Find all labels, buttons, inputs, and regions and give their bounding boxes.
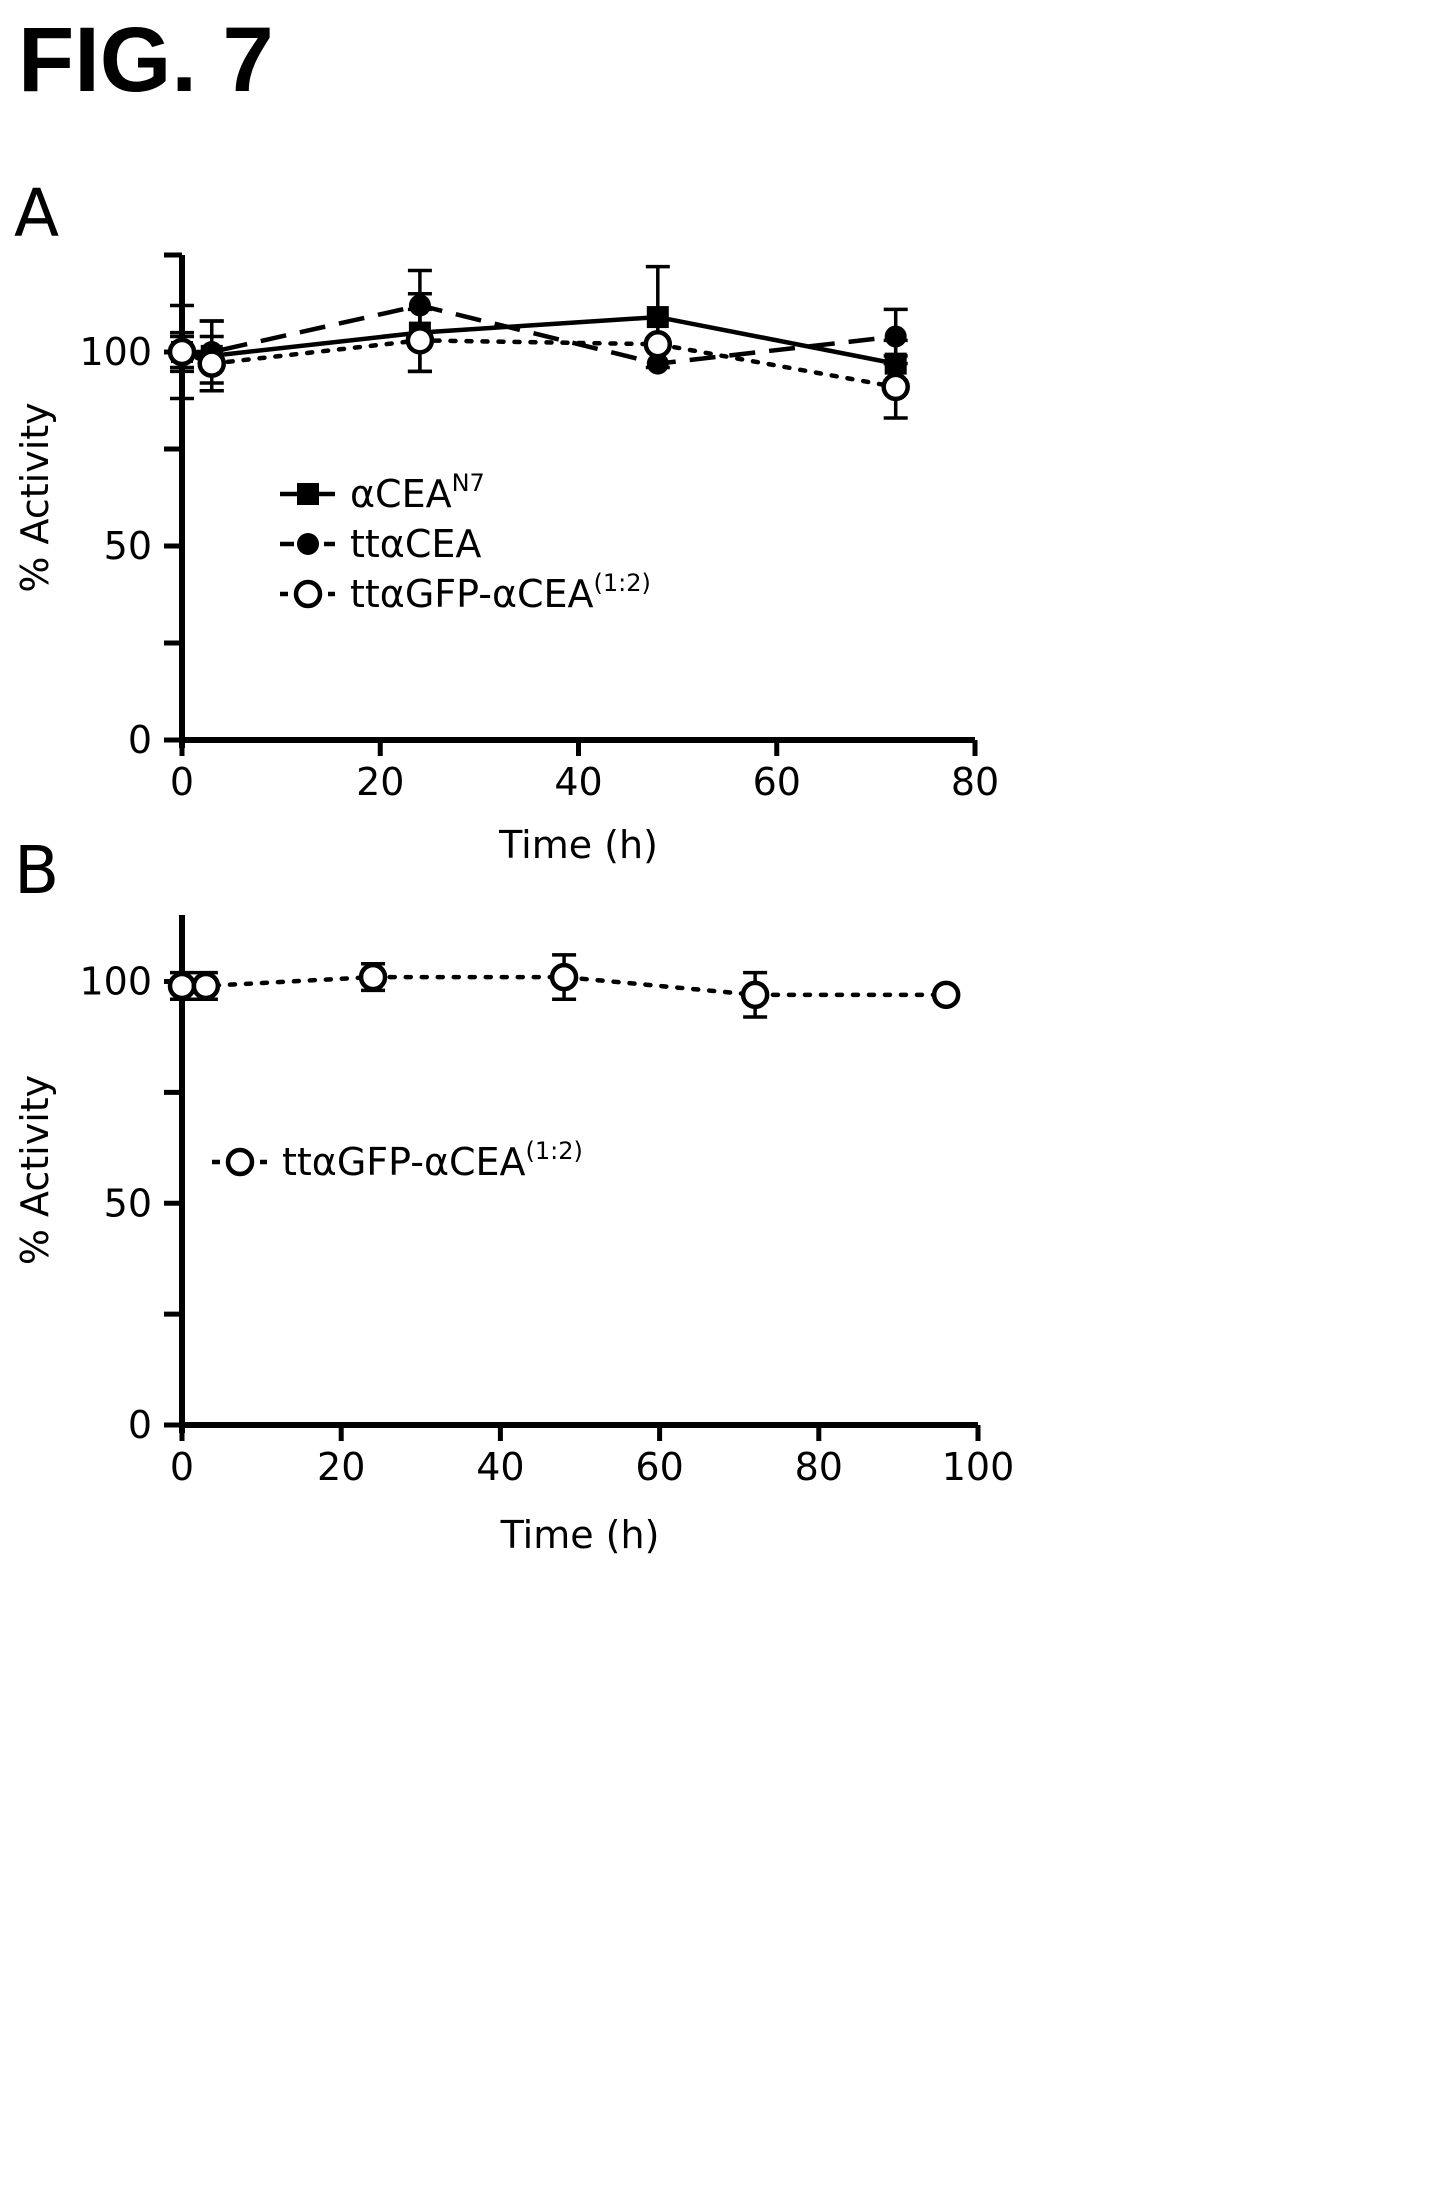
x-tick-label: 0	[170, 1445, 194, 1489]
x-tick-label: 100	[942, 1445, 1015, 1489]
y-tick-label: 100	[79, 960, 152, 1004]
marker-open-circle	[740, 980, 770, 1010]
legend-item: ttαCEA	[280, 522, 481, 566]
legend-item: ttαGFP-αCEA(1:2)	[212, 1137, 583, 1184]
marker-open-circle	[191, 971, 221, 1001]
marker-open-circle	[225, 1147, 255, 1177]
legend-label: ttαGFP-αCEA(1:2)	[350, 569, 651, 616]
marker-open-circle	[167, 971, 197, 1001]
y-tick-label: 50	[104, 524, 152, 568]
marker-open-circle	[293, 579, 323, 609]
series-line	[181, 314, 897, 366]
marker-open-circle	[881, 372, 910, 402]
legend-label: αCEAN7	[350, 469, 485, 516]
marker-open-circle	[643, 329, 673, 359]
legend-item: αCEAN7	[280, 469, 485, 516]
x-tick-label: 60	[635, 1445, 683, 1489]
series-line	[182, 303, 896, 366]
x-tick-label: 80	[951, 760, 999, 804]
x-tick-label: 0	[170, 760, 194, 804]
marker-open-circle	[167, 337, 197, 367]
marker-filled-circle	[646, 352, 669, 375]
marker-filled-circle	[884, 325, 907, 348]
panel-letter: B	[14, 832, 59, 909]
x-axis-label: Time (h)	[500, 1513, 660, 1557]
y-tick-label: 0	[128, 1403, 152, 1447]
marker-open-circle	[405, 326, 435, 355]
legend-item: ttαGFP-αCEA(1:2)	[280, 569, 651, 616]
x-tick-label: 40	[554, 760, 602, 804]
marker-filled-circle	[297, 533, 319, 555]
x-tick-label: 80	[795, 1445, 843, 1489]
legend-label: ttαCEA	[350, 522, 481, 566]
marker-open-circle	[358, 962, 388, 992]
panel-b-chart: B 0 50 100 0 20 40 60 80 100 Time (h) % Activity ttα…	[13, 832, 1014, 1557]
marker-open-circle	[931, 980, 961, 1010]
y-axis-label: % Activity	[13, 402, 57, 592]
panel-a-chart: A 0 50 100 0 20 40 60 80 Time (h) % Activity αCEAN7…	[13, 175, 999, 867]
x-tick-label: 40	[476, 1445, 524, 1489]
series-3	[167, 307, 910, 420]
marker-open-circle	[197, 349, 226, 378]
figure-title: FIG. 7	[18, 9, 274, 111]
x-tick-label: 20	[317, 1445, 365, 1489]
series-1	[167, 953, 961, 1019]
y-tick-label: 100	[79, 330, 152, 374]
x-axis-label: Time (h)	[498, 823, 658, 867]
y-tick-label: 50	[104, 1181, 152, 1225]
x-tick-label: 60	[753, 760, 801, 804]
panel-letter: A	[14, 175, 59, 252]
marker-square	[646, 306, 669, 329]
marker-open-circle	[549, 962, 579, 992]
y-axis-label: % Activity	[13, 1075, 57, 1265]
legend-label: ttαGFP-αCEA(1:2)	[282, 1137, 583, 1184]
x-tick-label: 20	[356, 760, 404, 804]
y-tick-label: 0	[128, 718, 152, 762]
marker-square	[297, 483, 319, 505]
